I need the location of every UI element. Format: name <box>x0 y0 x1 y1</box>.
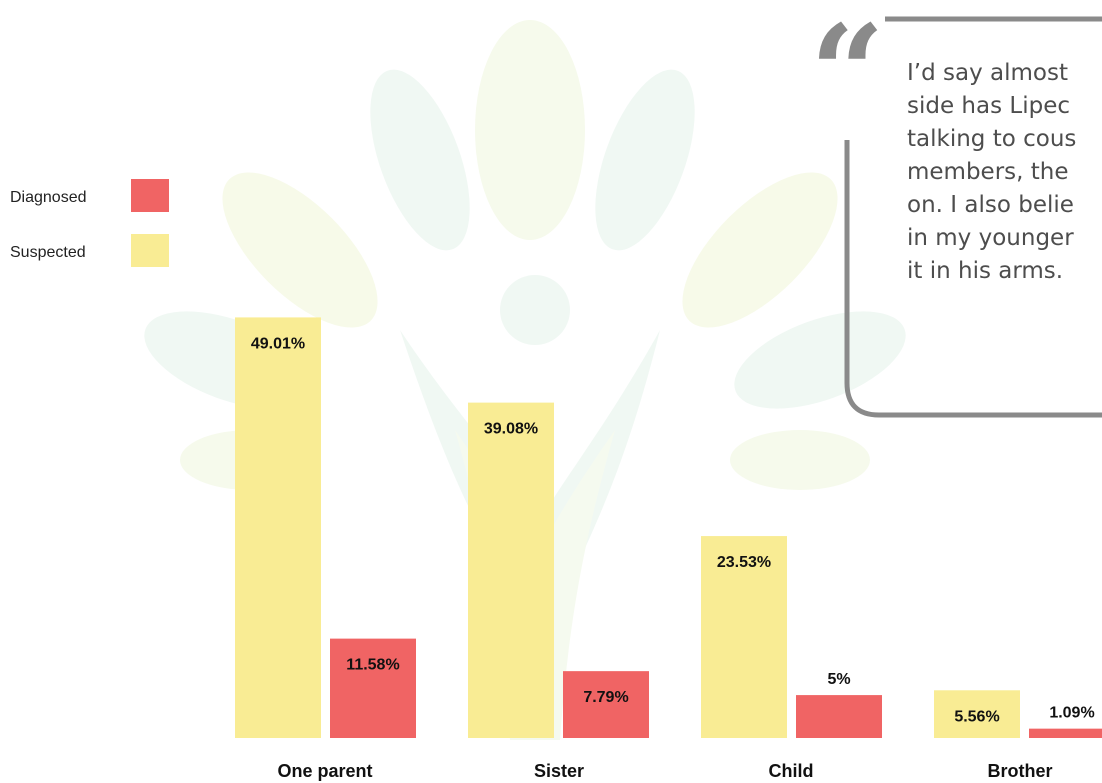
quote-line: in my younger <box>907 225 1074 251</box>
value-label-diagnosed-one-parent: 11.58% <box>346 657 399 674</box>
category-label-brother: Brother <box>987 761 1052 781</box>
legend-swatch-diagnosed <box>131 179 169 212</box>
value-label-diagnosed-sister: 7.79% <box>583 689 628 706</box>
value-label-suspected-sister: 39.08% <box>484 421 538 438</box>
bar-suspected-child <box>701 536 787 738</box>
bar-diagnosed-one-parent <box>330 638 416 738</box>
category-label-sister: Sister <box>534 761 584 781</box>
quote-line: I’d say almost <box>907 60 1068 86</box>
bar-diagnosed-sister <box>563 671 649 738</box>
legend-label-suspected: Suspected <box>10 244 86 261</box>
quote-box: “ <box>810 0 1102 418</box>
quote-line: it in his arms. <box>907 258 1064 284</box>
legend: Diagnosed Suspected <box>10 179 169 267</box>
bar-suspected-brother <box>934 690 1020 738</box>
category-label-one-parent: One parent <box>277 761 372 781</box>
value-labels: 49.01% 39.08% 23.53% 5.56% 11.58% 7.79% 5% 1.09… <box>251 335 1095 725</box>
quote-line: side has Lipec <box>907 93 1070 119</box>
bar-diagnosed-child <box>796 695 882 738</box>
bar-suspected-sister <box>468 402 554 738</box>
bars <box>235 317 1102 738</box>
value-label-suspected-one-parent: 49.01% <box>251 335 305 352</box>
quote-line: on. I also belie <box>907 192 1074 218</box>
bar-suspected-one-parent <box>235 317 321 738</box>
value-label-suspected-child: 23.53% <box>717 554 771 571</box>
quote-line: members, the <box>907 159 1069 185</box>
category-label-child: Child <box>769 761 814 781</box>
value-label-diagnosed-child: 5% <box>827 671 850 688</box>
quote-line: talking to cous <box>907 126 1077 152</box>
value-label-suspected-brother: 5.56% <box>954 708 999 725</box>
legend-swatch-suspected <box>131 234 169 267</box>
quote-border <box>844 16 1102 418</box>
legend-label-diagnosed: Diagnosed <box>10 189 87 206</box>
quote-mark-icon: “ <box>810 0 885 149</box>
value-label-diagnosed-brother: 1.09% <box>1049 705 1094 722</box>
quote-text: I’d say almost side has Lipec talking to c… <box>907 57 1102 288</box>
category-labels: One parent Sister Child Brother <box>277 761 1052 781</box>
bar-diagnosed-brother <box>1029 728 1102 738</box>
